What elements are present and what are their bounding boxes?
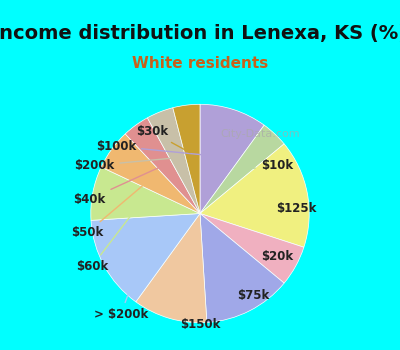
Text: $150k: $150k — [180, 274, 220, 330]
Wedge shape — [200, 144, 309, 247]
Wedge shape — [91, 214, 200, 302]
Wedge shape — [91, 167, 200, 220]
Text: $75k: $75k — [229, 269, 269, 302]
Wedge shape — [173, 104, 200, 214]
Wedge shape — [200, 104, 264, 214]
Wedge shape — [200, 125, 284, 214]
Wedge shape — [147, 108, 200, 214]
Wedge shape — [136, 214, 207, 323]
Text: $125k: $125k — [262, 202, 316, 215]
Wedge shape — [125, 118, 200, 214]
Text: White residents: White residents — [132, 56, 268, 71]
Text: $40k: $40k — [73, 166, 162, 205]
Text: > $200k: > $200k — [94, 245, 148, 321]
Text: $200k: $200k — [74, 158, 175, 172]
Wedge shape — [200, 214, 304, 283]
Text: $100k: $100k — [96, 140, 216, 156]
Text: Income distribution in Lenexa, KS (%): Income distribution in Lenexa, KS (%) — [0, 25, 400, 43]
Text: $10k: $10k — [244, 159, 293, 172]
Text: City-Data.com: City-Data.com — [220, 129, 300, 139]
Wedge shape — [200, 214, 284, 322]
Wedge shape — [101, 134, 200, 214]
Text: $60k: $60k — [76, 204, 139, 273]
Text: $50k: $50k — [71, 180, 149, 239]
Text: $30k: $30k — [136, 125, 190, 153]
Text: $20k: $20k — [255, 244, 293, 263]
